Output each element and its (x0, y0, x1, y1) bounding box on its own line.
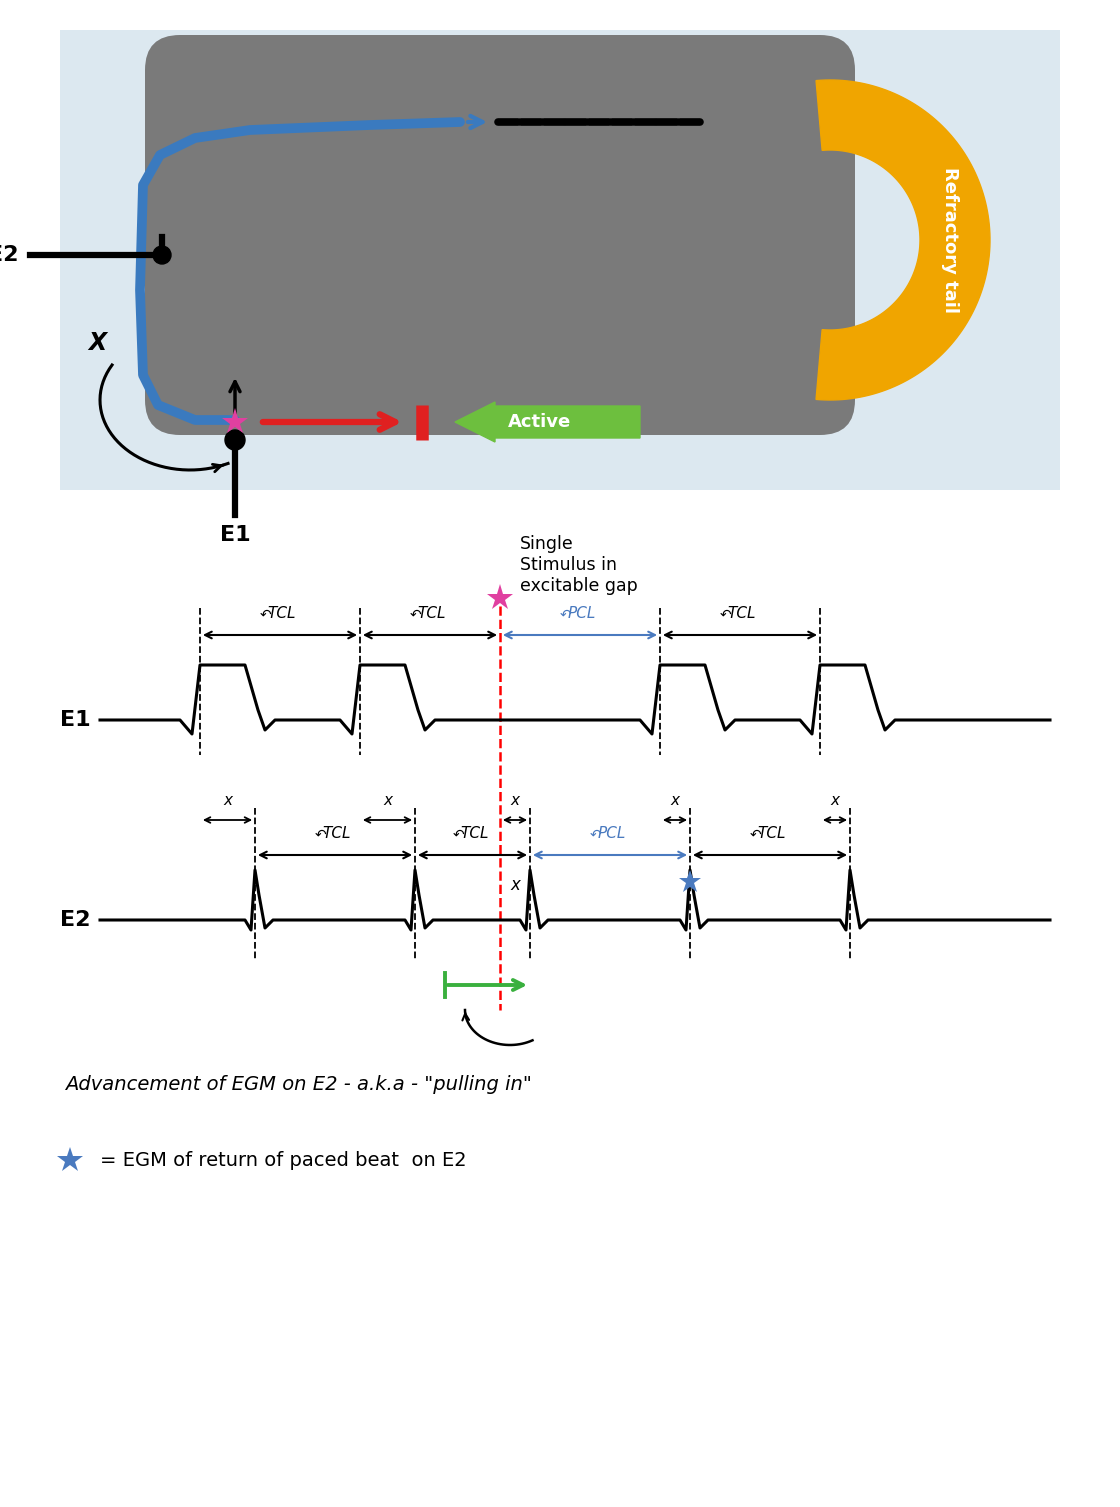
Text: TCL: TCL (460, 826, 488, 841)
Text: x: x (383, 793, 392, 808)
Text: $\curvearrowleft$: $\curvearrowleft$ (587, 827, 603, 841)
Text: TCL: TCL (728, 606, 756, 621)
Text: Single
Stimulus in
excitable gap: Single Stimulus in excitable gap (520, 535, 637, 595)
Text: x: x (831, 793, 840, 808)
Text: $\curvearrowleft$: $\curvearrowleft$ (258, 607, 273, 621)
Text: E1: E1 (220, 524, 250, 546)
Text: $\curvearrowleft$: $\curvearrowleft$ (407, 607, 423, 621)
Text: Active: Active (508, 413, 571, 431)
Bar (60, 30, 1060, 490)
Text: x: x (511, 793, 520, 808)
Circle shape (153, 246, 171, 264)
Text: $\curvearrowleft$: $\curvearrowleft$ (312, 827, 328, 841)
Text: PCL: PCL (568, 606, 596, 621)
Text: TCL: TCL (268, 606, 297, 621)
Text: TCL: TCL (418, 606, 446, 621)
Text: $\curvearrowleft$: $\curvearrowleft$ (449, 827, 466, 841)
Circle shape (225, 429, 245, 451)
Text: x: x (223, 793, 232, 808)
Text: E2: E2 (60, 910, 91, 930)
Text: $\curvearrowleft$: $\curvearrowleft$ (747, 827, 763, 841)
Text: X: X (88, 332, 106, 356)
Text: x: x (510, 876, 520, 894)
Text: $\curvearrowleft$: $\curvearrowleft$ (557, 607, 573, 621)
Text: PCL: PCL (598, 826, 626, 841)
Text: = EGM of return of paced beat  on E2: = EGM of return of paced beat on E2 (100, 1150, 467, 1169)
Text: TCL: TCL (323, 826, 352, 841)
Polygon shape (816, 80, 990, 399)
FancyArrow shape (455, 402, 640, 442)
Text: $\curvearrowleft$: $\curvearrowleft$ (717, 607, 732, 621)
Text: E2: E2 (0, 246, 18, 265)
Text: TCL: TCL (758, 826, 786, 841)
Text: Refractory tail: Refractory tail (941, 167, 959, 313)
Text: E1: E1 (60, 710, 91, 729)
FancyBboxPatch shape (144, 35, 855, 436)
Text: x: x (671, 793, 680, 808)
Text: Advancement of EGM on E2 - a.k.a - "pulling in": Advancement of EGM on E2 - a.k.a - "pull… (65, 1076, 532, 1094)
